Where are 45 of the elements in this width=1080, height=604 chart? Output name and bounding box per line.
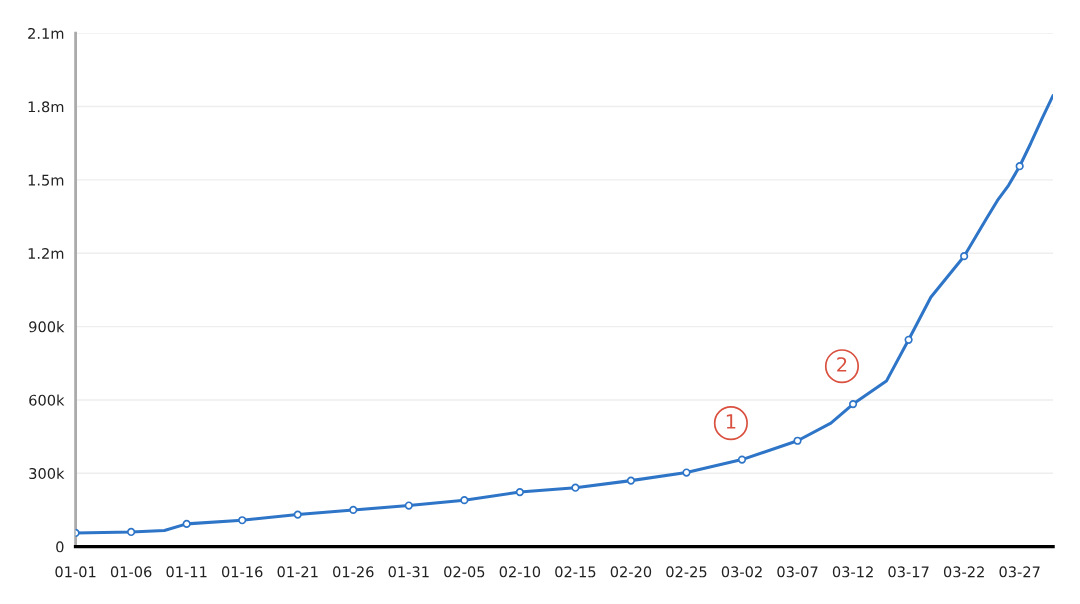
x-tick-label: 03-02 <box>721 566 762 578</box>
y-tick-label: 1.2m <box>28 247 64 259</box>
point <box>460 496 469 505</box>
x-tick-label: 02-10 <box>499 566 541 578</box>
point <box>737 455 747 464</box>
point <box>349 505 358 515</box>
point <box>238 516 247 525</box>
x-tick-label: 03-17 <box>888 566 929 578</box>
x-tick-label: 03-12 <box>832 566 873 578</box>
y-tick-label: 1.5m <box>28 174 64 186</box>
x-tick-label: 01-26 <box>333 566 374 578</box>
y-tick-label: 600k <box>29 394 65 406</box>
x-tick-label: 01-16 <box>221 566 263 578</box>
point <box>793 436 802 445</box>
point <box>182 519 191 528</box>
point <box>571 483 580 492</box>
x-tick-label: 02-25 <box>666 566 707 578</box>
annotation: 1 <box>726 414 736 429</box>
y-tick-label: 1.8m <box>28 101 64 113</box>
point <box>1015 162 1024 171</box>
point <box>404 501 413 510</box>
x-tick-label: 02-15 <box>555 566 596 578</box>
y-tick-label: 2.1m <box>28 27 64 39</box>
x-tick-label: 01-11 <box>166 566 207 578</box>
y-tick-label: 900k <box>29 321 65 333</box>
point <box>682 468 691 477</box>
annotation: 2 <box>837 357 847 372</box>
x-tick-label: 03-07 <box>777 566 818 578</box>
x-tick-label: 01-21 <box>277 566 318 578</box>
y-tick-label: 0 <box>56 541 64 553</box>
x-tick-label: 01-31 <box>388 566 429 578</box>
x-tick-label: 02-05 <box>444 566 485 578</box>
x-tick-label: 01-06 <box>110 566 152 578</box>
point <box>626 476 636 485</box>
point <box>515 488 524 497</box>
point <box>960 252 969 261</box>
x-tick-label: 03-22 <box>943 566 984 578</box>
point <box>904 335 913 344</box>
point <box>848 399 858 409</box>
x-tick-label: 01-01 <box>55 566 96 578</box>
point <box>293 510 302 519</box>
x-tick-label: 03-27 <box>999 566 1040 578</box>
y-tick-label: 300k <box>29 467 65 480</box>
point <box>127 527 136 537</box>
x-tick-label: 02-20 <box>610 566 652 578</box>
